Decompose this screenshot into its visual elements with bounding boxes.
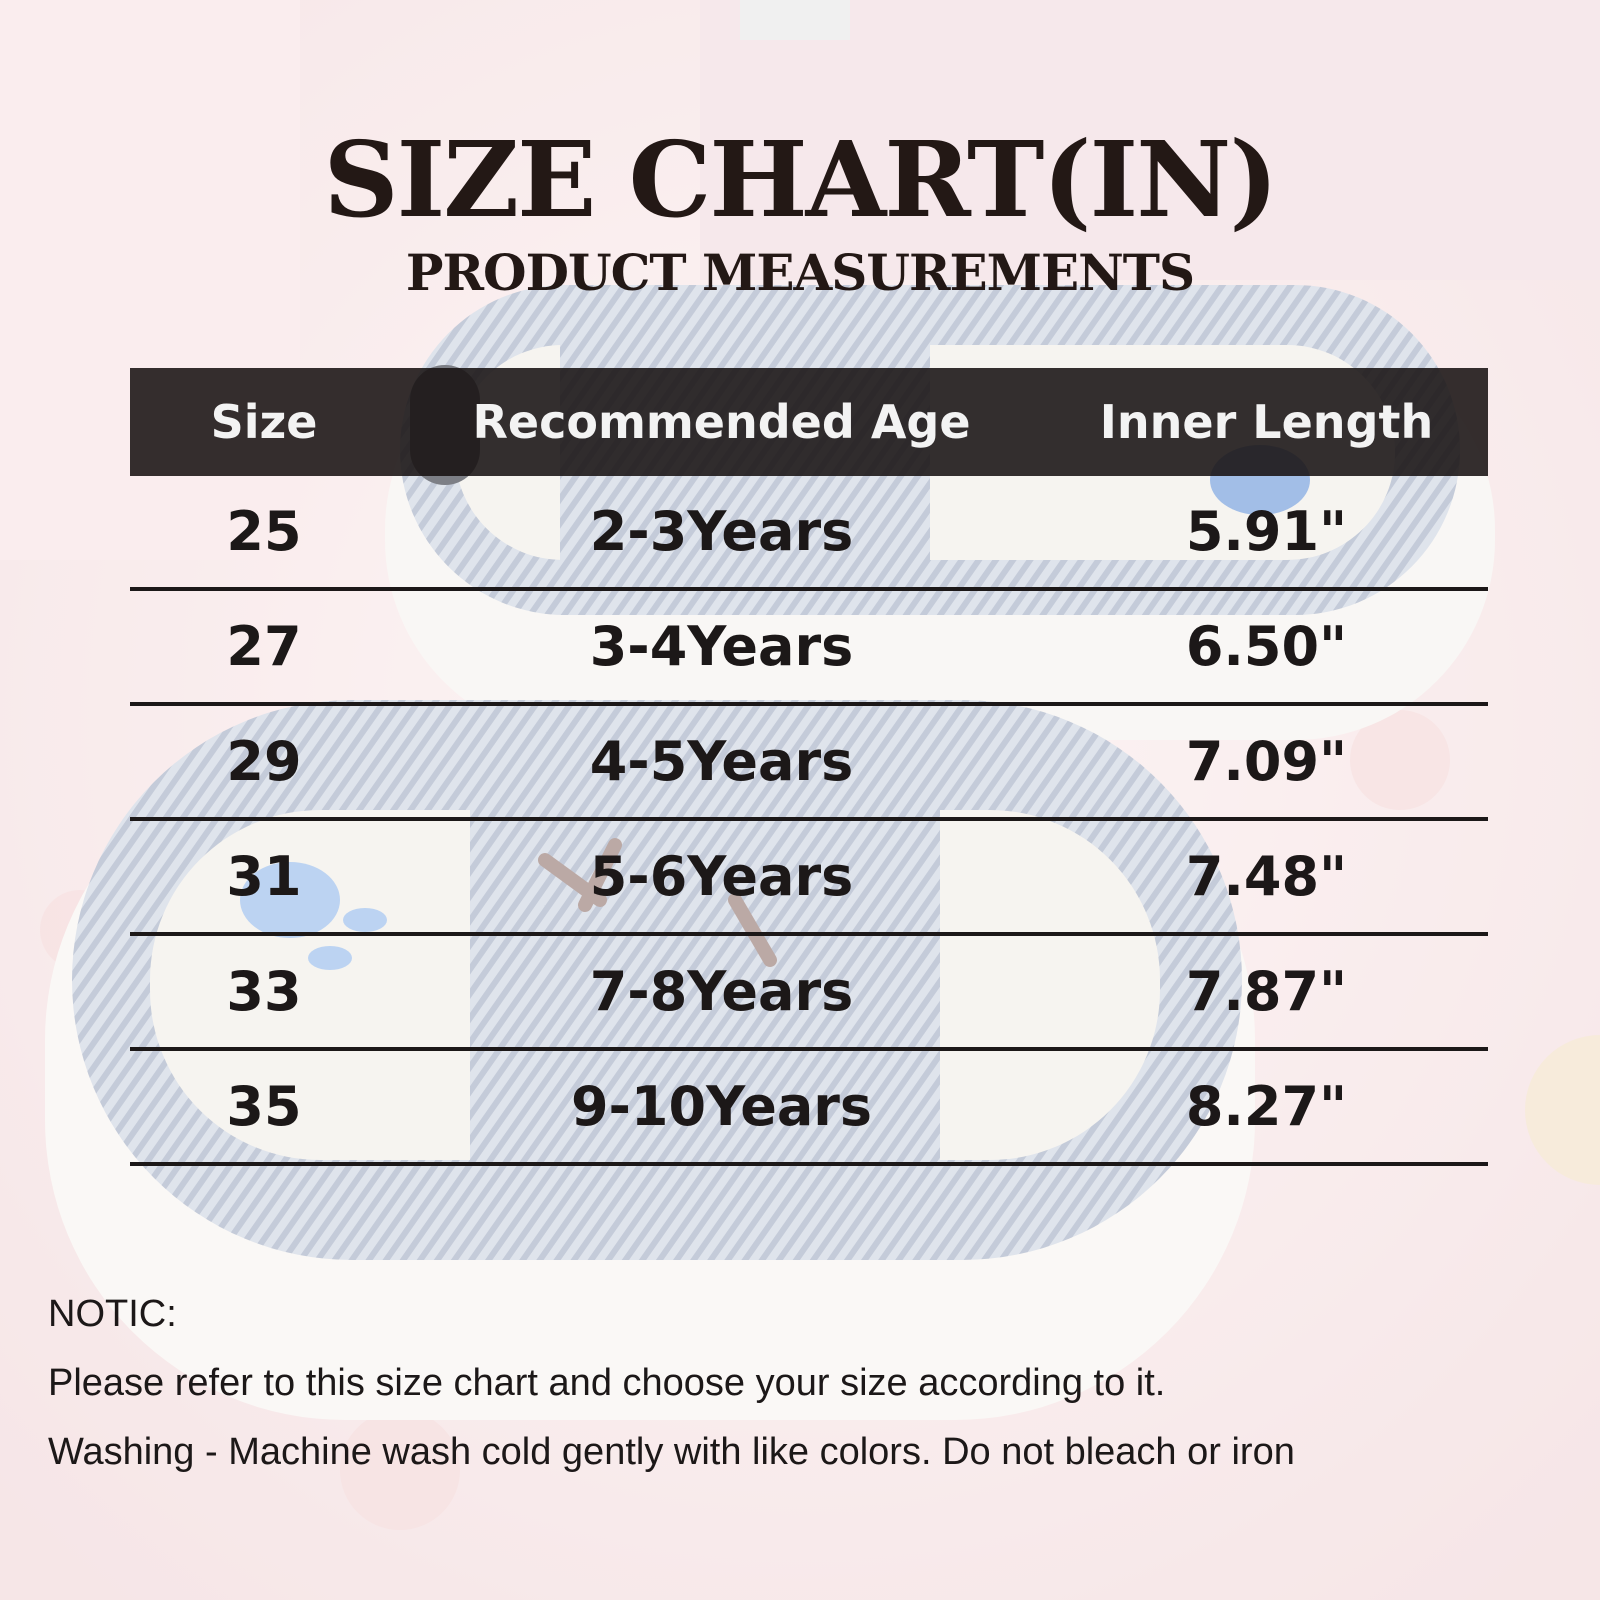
cell-age: 7-8Years xyxy=(589,960,854,1023)
table-header: Size Recommended Age Inner Length xyxy=(130,368,1488,476)
header-recommended-age: Recommended Age xyxy=(472,395,971,449)
cell-age: 4-5Years xyxy=(589,730,854,793)
cell-size: 27 xyxy=(226,615,302,678)
cell-size: 29 xyxy=(226,730,302,793)
cell-length: 7.87" xyxy=(1185,960,1348,1023)
table-row: 27 3-4Years 6.50" xyxy=(130,591,1488,706)
table-row: 33 7-8Years 7.87" xyxy=(130,936,1488,1051)
table-row: 29 4-5Years 7.09" xyxy=(130,706,1488,821)
notice-section: NOTIC: Please refer to this size chart a… xyxy=(48,1280,1568,1487)
cell-age: 3-4Years xyxy=(589,615,854,678)
page-subtitle: PRODUCT MEASUREMENTS xyxy=(405,243,1195,302)
cell-size: 35 xyxy=(226,1075,302,1138)
table-row: 25 2-3Years 5.91" xyxy=(130,476,1488,591)
cell-length: 7.09" xyxy=(1185,730,1348,793)
cell-age: 9-10Years xyxy=(570,1075,873,1138)
cell-age: 2-3Years xyxy=(589,500,854,563)
table-row: 31 5-6Years 7.48" xyxy=(130,821,1488,936)
header-inner-length: Inner Length xyxy=(1099,395,1434,449)
notice-label: NOTIC: xyxy=(48,1293,177,1335)
cell-size: 25 xyxy=(226,500,302,563)
cell-length: 6.50" xyxy=(1185,615,1348,678)
size-table: Size Recommended Age Inner Length 25 2-3… xyxy=(130,368,1488,1166)
notice-washing: Washing - Machine wash cold gently with … xyxy=(48,1431,1295,1473)
cell-size: 31 xyxy=(226,845,302,908)
cell-length: 5.91" xyxy=(1185,500,1348,563)
notice-size-advice: Please refer to this size chart and choo… xyxy=(48,1362,1166,1404)
cell-size: 33 xyxy=(226,960,302,1023)
cell-length: 7.48" xyxy=(1185,845,1348,908)
cell-length: 8.27" xyxy=(1185,1075,1348,1138)
table-row: 35 9-10Years 8.27" xyxy=(130,1051,1488,1166)
header-size: Size xyxy=(210,395,318,449)
cell-age: 5-6Years xyxy=(589,845,854,908)
page-title: SIZE CHART(IN) xyxy=(323,118,1279,241)
